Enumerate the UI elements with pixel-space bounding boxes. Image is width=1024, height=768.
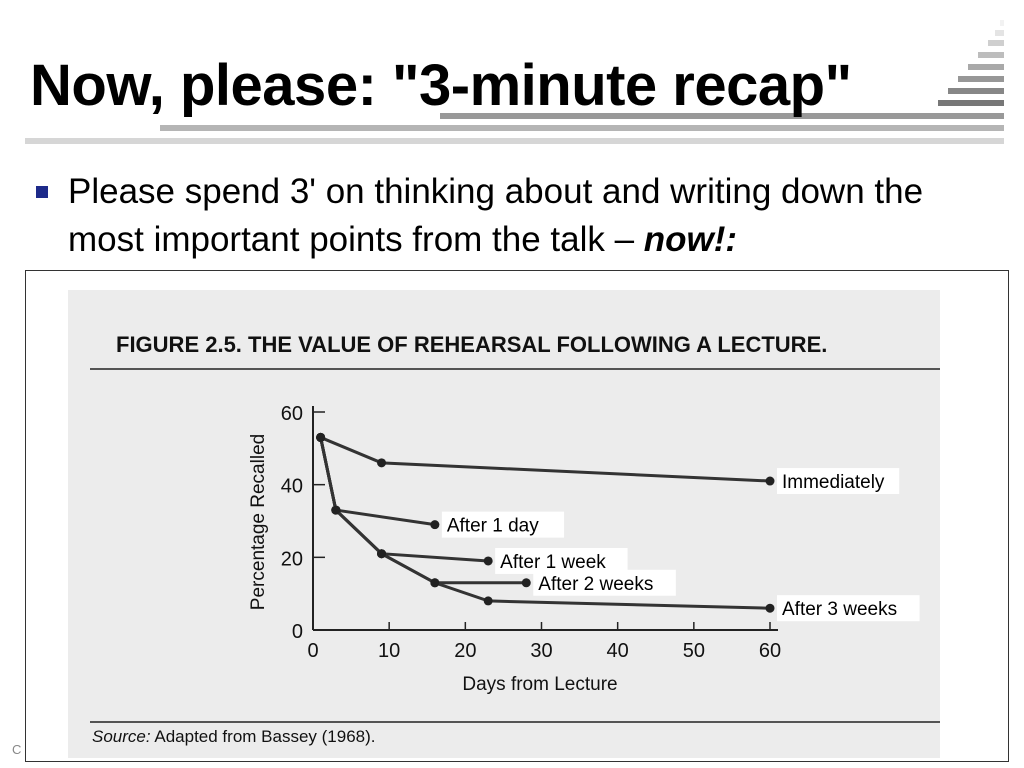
- corner-text: C: [12, 742, 22, 757]
- decorative-stripe: [25, 138, 1004, 144]
- x-tick-label: 60: [759, 640, 781, 662]
- bullet-square-icon: [36, 186, 48, 198]
- x-tick-label: 40: [607, 640, 629, 662]
- decorative-stripe: [948, 88, 1004, 94]
- y-tick-label: 0: [292, 621, 303, 643]
- bullet-emphasis-text: now!:: [643, 220, 738, 259]
- series-label: Immediately: [782, 472, 885, 493]
- decorative-stripe: [938, 100, 1004, 106]
- data-point: [430, 578, 440, 588]
- data-point: [483, 596, 493, 606]
- chart-title: FIGURE 2.5. THE VALUE OF REHEARSAL FOLLO…: [116, 332, 827, 357]
- decorative-stripe: [440, 113, 1004, 119]
- x-axis-label: Days from Lecture: [462, 674, 617, 695]
- y-tick-label: 40: [281, 476, 303, 498]
- series-label-background: [495, 547, 628, 574]
- series-label-background: [777, 468, 900, 495]
- data-point: [521, 578, 531, 588]
- y-axis-label: Percentage Recalled: [248, 434, 269, 610]
- bullet-text: Please spend 3' on thinking about and wr…: [68, 168, 998, 264]
- series-line-0: [320, 436, 771, 483]
- data-point: [316, 432, 326, 442]
- data-point: [483, 556, 493, 566]
- decorative-stripe: [958, 76, 1004, 82]
- decorative-stripes: [25, 20, 1004, 144]
- decorative-stripe: [995, 30, 1004, 36]
- y-tick-label: 20: [281, 548, 303, 570]
- series-line-4: [319, 437, 771, 610]
- slide-title: Now, please: "3-minute recap": [30, 53, 852, 118]
- decorative-stripe: [978, 52, 1004, 58]
- chart-plot-area: 0 20 40 60 0 10 20 30 40 50 60 Immediately After 1 d…: [281, 403, 920, 662]
- source-line: Source: Adapted from Bassey (1968).: [92, 727, 376, 746]
- data-point: [377, 458, 387, 468]
- series-label: After 2 weeks: [538, 574, 653, 595]
- decorative-stripe: [1000, 20, 1004, 26]
- series-label-background: [533, 569, 676, 596]
- y-tick-label: 60: [281, 403, 303, 425]
- source-label: Source:: [92, 727, 151, 746]
- data-point: [331, 505, 341, 515]
- series-label: After 3 weeks: [782, 599, 897, 620]
- series-line-2: [319, 437, 489, 563]
- series-label-background: [441, 511, 565, 538]
- data-point: [377, 549, 387, 559]
- bullet-main-text: Please spend 3' on thinking about and wr…: [68, 172, 924, 259]
- decorative-stripe: [160, 125, 1004, 131]
- x-tick-label: 10: [378, 640, 400, 662]
- data-point: [430, 520, 440, 530]
- series-label-background: [777, 595, 920, 622]
- decorative-stripe: [968, 64, 1004, 70]
- x-tick-label: 20: [454, 640, 476, 662]
- x-tick-label: 30: [530, 640, 552, 662]
- x-tick-label: 0: [307, 640, 318, 662]
- data-point: [765, 603, 775, 613]
- series-label: After 1 day: [447, 516, 539, 537]
- data-point: [765, 476, 775, 486]
- x-tick-label: 50: [683, 640, 705, 662]
- source-text: Adapted from Bassey (1968).: [151, 727, 376, 746]
- decorative-stripe: [988, 40, 1004, 46]
- series-label: After 1 week: [500, 552, 606, 573]
